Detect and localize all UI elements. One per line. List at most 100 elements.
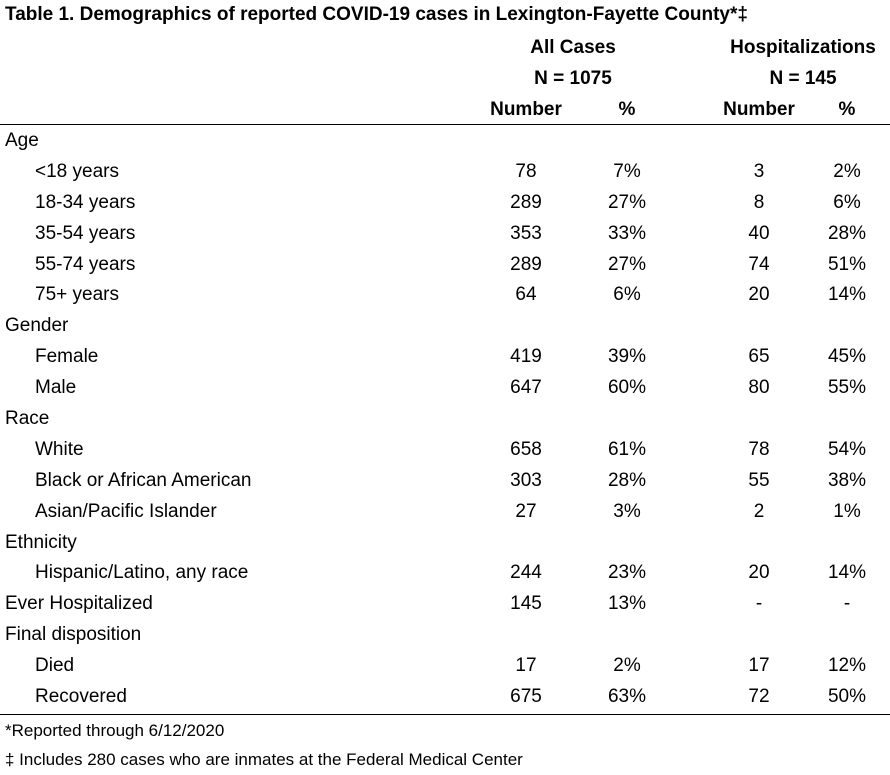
row-label: Female bbox=[35, 346, 99, 368]
table-row: Ever Hospitalized 145 13% - - bbox=[0, 589, 890, 620]
all-number-cell: 17 bbox=[515, 655, 537, 677]
hosp-percent-cell: 6% bbox=[833, 191, 861, 213]
table-row: Age bbox=[0, 126, 890, 157]
table-row: Recovered 675 63% 72 50% bbox=[0, 682, 890, 713]
table-row: White 658 61% 78 54% bbox=[0, 435, 890, 466]
table-row: Female 419 39% 65 45% bbox=[0, 342, 890, 373]
hospitalizations-n: N = 145 bbox=[769, 68, 837, 89]
all-number-cell: 244 bbox=[510, 562, 542, 584]
all-percent-cell: 61% bbox=[607, 438, 647, 460]
all-percent-cell: 28% bbox=[607, 469, 647, 491]
all-percent-cell: 60% bbox=[607, 377, 647, 399]
all-number-cell: 289 bbox=[510, 191, 542, 213]
hosp-number-cell: 40 bbox=[748, 222, 770, 244]
table-row: 55-74 years 289 27% 74 51% bbox=[0, 250, 890, 281]
row-label: Hispanic/Latino, any race bbox=[35, 562, 249, 584]
all-percent-cell: 7% bbox=[613, 160, 641, 182]
hosp-percent-cell: 2% bbox=[833, 160, 861, 182]
hosp-percent-cell: 1% bbox=[833, 500, 861, 522]
all-percent-cell: 6% bbox=[613, 284, 641, 306]
table-row: 35-54 years 353 33% 40 28% bbox=[0, 219, 890, 250]
all-number-cell: 289 bbox=[510, 253, 542, 275]
row-label: Male bbox=[35, 377, 77, 399]
all-percent-cell: 27% bbox=[607, 253, 647, 275]
hosp-number-column-header: Number bbox=[723, 99, 795, 120]
hosp-percent-cell: 51% bbox=[827, 253, 867, 275]
row-label: Ethnicity bbox=[5, 531, 77, 553]
all-number-cell: 64 bbox=[515, 284, 537, 306]
hosp-percent-column-header: % bbox=[838, 99, 856, 120]
all-percent-cell: 39% bbox=[607, 346, 647, 368]
row-label: Race bbox=[5, 408, 50, 430]
table-row: Asian/Pacific Islander 27 3% 2 1% bbox=[0, 497, 890, 528]
hosp-percent-cell: 28% bbox=[827, 222, 867, 244]
footnote-reported: *Reported through 6/12/2020 bbox=[5, 721, 225, 740]
all-percent-cell: 27% bbox=[607, 191, 647, 213]
hosp-number-cell: 3 bbox=[753, 160, 765, 182]
hosp-percent-cell: - bbox=[843, 593, 851, 615]
hosp-percent-cell: 14% bbox=[827, 284, 867, 306]
all-number-cell: 78 bbox=[515, 160, 537, 182]
table-row: Died 17 2% 17 12% bbox=[0, 651, 890, 682]
table-row: <18 years 78 7% 3 2% bbox=[0, 157, 890, 188]
hosp-number-cell: 20 bbox=[748, 284, 770, 306]
all-number-cell: 675 bbox=[510, 686, 542, 708]
hosp-number-cell: 80 bbox=[748, 377, 770, 399]
row-label: White bbox=[35, 438, 84, 460]
hosp-number-cell: 2 bbox=[753, 500, 765, 522]
hosp-number-cell: 20 bbox=[748, 562, 770, 584]
row-label: <18 years bbox=[35, 160, 119, 182]
all-cases-n: N = 1075 bbox=[534, 68, 612, 89]
all-cases-header: All Cases bbox=[530, 37, 616, 58]
hosp-number-cell: 74 bbox=[748, 253, 770, 275]
all-number-cell: 647 bbox=[510, 377, 542, 399]
table-row: Gender bbox=[0, 311, 890, 342]
hosp-number-cell: 65 bbox=[748, 346, 770, 368]
all-percent-column-header: % bbox=[618, 99, 636, 120]
hosp-number-cell: 55 bbox=[748, 469, 770, 491]
table-title: Table 1. Demographics of reported COVID-… bbox=[5, 4, 748, 25]
all-number-cell: 419 bbox=[510, 346, 542, 368]
row-label: Black or African American bbox=[35, 469, 252, 491]
footer-divider bbox=[0, 714, 890, 715]
footnote-inmates: ‡ Includes 280 cases who are inmates at … bbox=[5, 750, 523, 769]
all-percent-cell: 33% bbox=[607, 222, 647, 244]
table-row: 18-34 years 289 27% 8 6% bbox=[0, 188, 890, 219]
row-label: Recovered bbox=[35, 686, 127, 708]
hosp-number-cell: 78 bbox=[748, 438, 770, 460]
table-row: Race bbox=[0, 404, 890, 435]
hosp-number-cell: 17 bbox=[748, 655, 770, 677]
hosp-percent-cell: 54% bbox=[827, 438, 867, 460]
row-label: Died bbox=[35, 655, 75, 677]
hosp-number-cell: - bbox=[755, 593, 763, 615]
hosp-percent-cell: 55% bbox=[827, 377, 867, 399]
table-row: Hispanic/Latino, any race 244 23% 20 14% bbox=[0, 558, 890, 589]
hosp-percent-cell: 50% bbox=[827, 686, 867, 708]
row-label: Asian/Pacific Islander bbox=[35, 500, 217, 522]
header-divider bbox=[0, 124, 890, 125]
all-percent-cell: 3% bbox=[613, 500, 641, 522]
row-label: 35-54 years bbox=[35, 222, 136, 244]
table-body: Age <18 years 78 7% 3 2% 18-34 years 289… bbox=[0, 126, 890, 713]
all-number-column-header: Number bbox=[490, 99, 562, 120]
row-label: 55-74 years bbox=[35, 253, 136, 275]
all-number-cell: 145 bbox=[510, 593, 542, 615]
all-percent-cell: 13% bbox=[607, 593, 647, 615]
row-label: 75+ years bbox=[35, 284, 119, 306]
row-label: 18-34 years bbox=[35, 191, 136, 213]
hospitalizations-header: Hospitalizations bbox=[730, 37, 876, 58]
all-number-cell: 303 bbox=[510, 469, 542, 491]
row-label: Ever Hospitalized bbox=[5, 593, 153, 615]
table-row: Male 647 60% 80 55% bbox=[0, 373, 890, 404]
hosp-number-cell: 72 bbox=[748, 686, 770, 708]
table-row: Ethnicity bbox=[0, 528, 890, 559]
table-row: Final disposition bbox=[0, 620, 890, 651]
all-percent-cell: 23% bbox=[607, 562, 647, 584]
row-label: Age bbox=[5, 130, 39, 151]
hosp-percent-cell: 12% bbox=[827, 655, 867, 677]
hosp-percent-cell: 38% bbox=[827, 469, 867, 491]
table-row: 75+ years 64 6% 20 14% bbox=[0, 280, 890, 311]
table-row: Black or African American 303 28% 55 38% bbox=[0, 466, 890, 497]
all-percent-cell: 63% bbox=[607, 686, 647, 708]
hosp-percent-cell: 14% bbox=[827, 562, 867, 584]
